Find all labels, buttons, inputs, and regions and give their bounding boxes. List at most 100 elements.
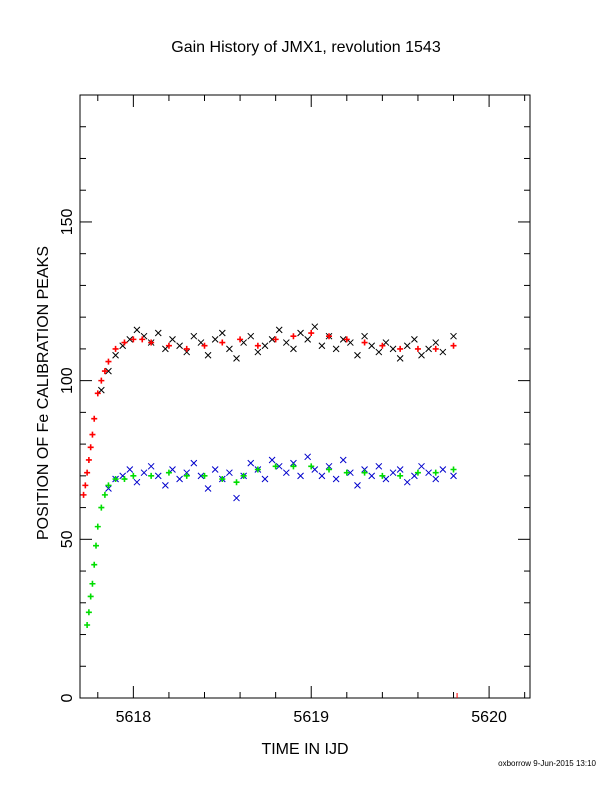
data-point xyxy=(176,475,183,483)
data-point xyxy=(237,336,244,343)
data-point xyxy=(87,593,94,600)
x-tick-label: 5619 xyxy=(293,709,329,726)
data-point xyxy=(80,491,87,498)
data-point xyxy=(201,472,208,479)
y-tick-labels: 0 50 100 150 xyxy=(59,209,76,703)
data-point xyxy=(169,336,176,343)
y-tick-label: 0 xyxy=(59,693,76,702)
series-3 xyxy=(105,453,457,502)
data-point xyxy=(233,355,240,362)
data-point xyxy=(87,444,94,451)
data-point xyxy=(450,466,457,473)
data-point xyxy=(318,472,326,480)
data-point xyxy=(375,348,383,356)
data-point xyxy=(361,339,368,346)
data-point xyxy=(396,355,404,362)
data-point xyxy=(368,342,376,350)
data-point xyxy=(414,469,421,476)
y-tick-label: 100 xyxy=(59,367,76,394)
data-point xyxy=(268,456,276,464)
data-point xyxy=(343,336,350,343)
data-point xyxy=(450,342,457,349)
data-point xyxy=(162,482,169,489)
data-point xyxy=(204,351,212,359)
data-point xyxy=(272,336,279,343)
data-point xyxy=(183,348,191,356)
data-point xyxy=(347,339,354,346)
data-point xyxy=(233,479,240,486)
data-point xyxy=(397,345,404,352)
data-point xyxy=(105,482,112,489)
data-marks xyxy=(80,323,457,629)
data-point xyxy=(332,475,340,483)
y-axis-label: POSITION OF Fe CALIBRATION PEAKS xyxy=(35,246,52,540)
data-point xyxy=(154,329,162,337)
data-point xyxy=(282,469,290,477)
data-point xyxy=(332,345,340,353)
axis-ticks xyxy=(80,94,530,699)
data-point xyxy=(411,472,418,480)
data-point xyxy=(326,333,333,340)
data-point xyxy=(112,476,119,483)
data-point xyxy=(240,472,247,479)
data-point xyxy=(240,339,247,346)
data-point xyxy=(190,459,198,467)
plot-frame xyxy=(79,94,531,699)
data-point xyxy=(247,459,255,467)
data-point xyxy=(268,336,276,343)
data-point xyxy=(140,469,148,477)
data-point xyxy=(197,339,205,346)
data-point xyxy=(432,475,440,483)
data-point xyxy=(226,469,233,477)
data-point xyxy=(162,345,169,353)
data-point xyxy=(101,368,108,375)
data-point xyxy=(133,326,141,334)
data-point xyxy=(343,469,350,476)
y-tick-label: 50 xyxy=(59,530,76,548)
data-point xyxy=(218,329,226,337)
data-point xyxy=(89,431,96,438)
x-tick-label: 5618 xyxy=(116,709,152,726)
data-point xyxy=(154,472,162,480)
x-axis-label: TIME IN IJD xyxy=(261,741,348,758)
data-point xyxy=(165,342,172,349)
data-point xyxy=(101,491,108,498)
data-point xyxy=(148,472,155,479)
data-point xyxy=(361,466,368,473)
data-point xyxy=(382,339,390,346)
data-point xyxy=(130,336,137,343)
data-point xyxy=(91,415,98,422)
data-point xyxy=(261,475,269,483)
data-point xyxy=(339,336,347,343)
series-1 xyxy=(97,323,457,394)
data-point xyxy=(304,336,312,343)
data-point xyxy=(318,342,326,350)
data-point xyxy=(368,472,376,480)
data-point xyxy=(389,469,397,477)
data-point xyxy=(326,466,333,473)
series-4 xyxy=(84,463,457,629)
data-point xyxy=(133,478,141,486)
data-point xyxy=(126,466,134,473)
data-point xyxy=(361,469,368,476)
data-point xyxy=(176,342,183,350)
data-point xyxy=(121,476,128,483)
data-point xyxy=(261,342,269,350)
data-point xyxy=(211,336,219,343)
data-point xyxy=(325,462,333,470)
data-point xyxy=(233,494,240,502)
data-point xyxy=(121,339,128,346)
data-point xyxy=(226,345,233,353)
data-point xyxy=(94,390,101,397)
data-point xyxy=(91,561,98,568)
data-point xyxy=(219,476,226,483)
chart-title: Gain History of JMX1, revolution 1543 xyxy=(171,39,441,56)
data-point xyxy=(105,367,112,375)
data-point xyxy=(282,339,290,346)
data-point xyxy=(84,622,91,629)
data-point xyxy=(211,466,219,473)
data-point xyxy=(439,348,447,356)
data-point xyxy=(105,485,112,492)
data-point xyxy=(432,345,439,352)
data-point xyxy=(254,466,261,473)
